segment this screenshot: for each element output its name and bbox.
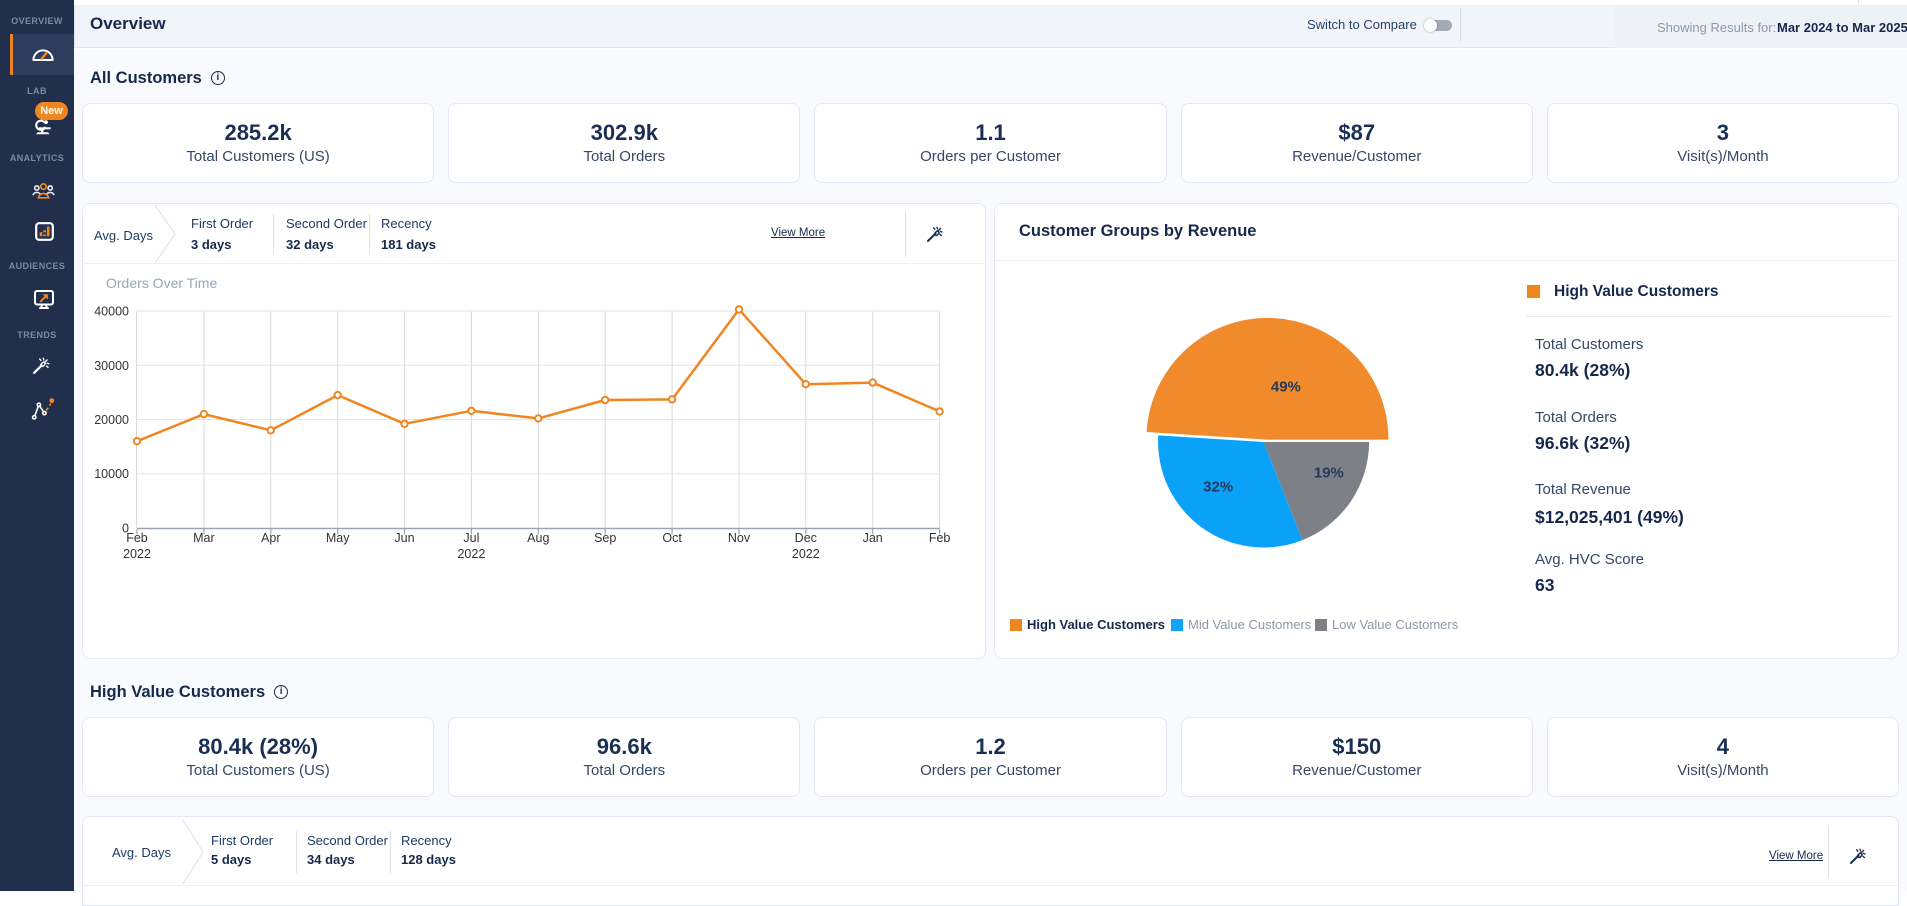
svg-text:2022: 2022 (123, 547, 151, 561)
svg-text:Jan: Jan (863, 531, 883, 545)
svg-text:Oct: Oct (662, 531, 682, 545)
svg-text:Feb: Feb (126, 531, 148, 545)
svg-text:40000: 40000 (94, 305, 129, 319)
svg-text:Jun: Jun (394, 531, 414, 545)
svg-text:Jul: Jul (463, 531, 479, 545)
svg-text:Apr: Apr (261, 531, 280, 545)
svg-text:Aug: Aug (527, 531, 549, 545)
svg-text:19%: 19% (1314, 465, 1344, 482)
svg-text:20000: 20000 (94, 413, 129, 427)
svg-text:2022: 2022 (457, 547, 485, 561)
svg-text:Mar: Mar (193, 531, 215, 545)
svg-text:30000: 30000 (94, 359, 129, 373)
svg-text:Nov: Nov (728, 531, 751, 545)
svg-text:2022: 2022 (792, 547, 820, 561)
svg-text:49%: 49% (1271, 378, 1301, 395)
svg-text:10000: 10000 (94, 467, 129, 481)
svg-text:32%: 32% (1203, 478, 1233, 495)
svg-text:Feb: Feb (929, 531, 951, 545)
svg-text:Sep: Sep (594, 531, 616, 545)
svg-text:May: May (326, 531, 350, 545)
svg-text:Dec: Dec (795, 531, 817, 545)
